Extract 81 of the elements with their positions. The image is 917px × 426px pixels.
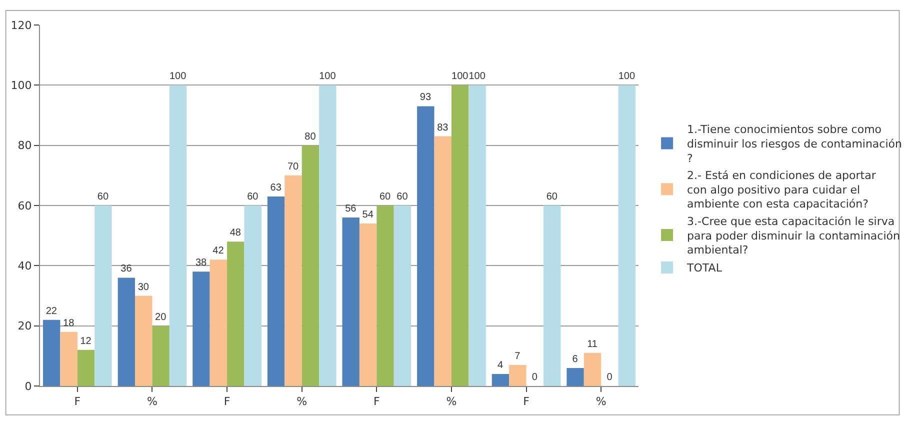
legend-label: 3.-Cree que esta capacitación le sirva para poder disminuir la contaminación ambiental?: [687, 214, 900, 257]
x-tick-label: F: [224, 395, 230, 408]
bar: [42, 320, 60, 386]
data-label: 60: [379, 192, 392, 202]
data-label: 30: [138, 282, 150, 293]
bar: [267, 196, 285, 386]
y-tick-label: 20: [18, 320, 32, 333]
data-label: 70: [287, 161, 300, 172]
y-tick-label: 120: [10, 18, 32, 32]
data-label: 83: [437, 122, 449, 134]
bar: [94, 206, 112, 386]
data-label: 60: [546, 192, 558, 202]
data-label: 93: [420, 92, 432, 104]
bar: [451, 85, 469, 386]
data-label: 60: [97, 192, 109, 202]
bar: [284, 175, 302, 386]
bar: [60, 332, 78, 386]
bar: [210, 260, 228, 386]
x-tick-label: F: [74, 395, 81, 408]
legend-label: 1.-Tiene conocimientos sobre como disminuir los riesgos de contaminación ?: [687, 123, 902, 165]
bar: [509, 364, 526, 386]
data-label: 100: [169, 71, 187, 82]
data-label: 56: [345, 204, 357, 215]
y-tick-label: 100: [10, 79, 32, 92]
data-label: 6: [572, 354, 578, 365]
data-label: 12: [80, 336, 92, 347]
data-label: 80: [304, 131, 316, 142]
data-label: 20: [155, 312, 167, 323]
data-label: 100: [319, 71, 336, 82]
bar: [434, 136, 452, 386]
legend-label: 2.- Está en condiciones de aportar con algo positivo para cuidar el ambiente con esta capacitación?: [687, 169, 880, 211]
data-label: 100: [468, 71, 486, 82]
x-tick-label: %: [596, 395, 606, 408]
data-label: 60: [396, 192, 408, 202]
bar: [319, 85, 336, 386]
bar: [302, 145, 320, 386]
data-label: 18: [63, 318, 75, 329]
bar: [394, 206, 412, 386]
bar: [566, 368, 584, 386]
x-tick-label: %: [446, 395, 457, 408]
data-label: 4: [497, 360, 504, 371]
bar: [359, 224, 377, 386]
bar: [118, 278, 136, 386]
bar: [192, 272, 210, 386]
bar: [244, 206, 262, 386]
data-label: 0: [532, 372, 538, 383]
y-tick-label: 40: [18, 260, 32, 273]
data-label: 0: [606, 372, 613, 383]
data-label: 100: [452, 71, 469, 82]
bar: [543, 206, 561, 386]
data-label: 48: [230, 228, 242, 239]
bar: [376, 206, 394, 386]
y-tick-label: 80: [18, 139, 32, 152]
bar: [227, 242, 244, 386]
bar: [468, 85, 486, 386]
x-tick-label: %: [146, 395, 158, 408]
x-tick-label: %: [296, 395, 308, 408]
data-label: 60: [247, 192, 259, 202]
x-tick-label: F: [523, 395, 530, 408]
data-label: 11: [587, 338, 598, 350]
data-label: 22: [46, 306, 58, 317]
data-label: 38: [195, 258, 207, 269]
bar: [342, 218, 360, 386]
data-label: 63: [270, 182, 282, 194]
bar: [77, 350, 95, 386]
y-tick-label: 0: [24, 380, 32, 393]
data-label: 7: [514, 350, 521, 362]
bar: [618, 85, 636, 386]
data-label: 36: [120, 264, 132, 275]
legend-label: TOTAL: [686, 262, 723, 275]
bar: [135, 296, 152, 386]
bar: [152, 326, 170, 386]
bar: [492, 374, 510, 386]
bar: [169, 85, 187, 386]
data-label: 42: [212, 246, 224, 257]
x-tick-label: F: [373, 395, 380, 408]
bar: [417, 106, 434, 386]
bar: [584, 352, 602, 386]
data-label: 54: [362, 210, 374, 221]
y-tick-label: 60: [18, 199, 32, 212]
data-label: 100: [618, 71, 636, 82]
